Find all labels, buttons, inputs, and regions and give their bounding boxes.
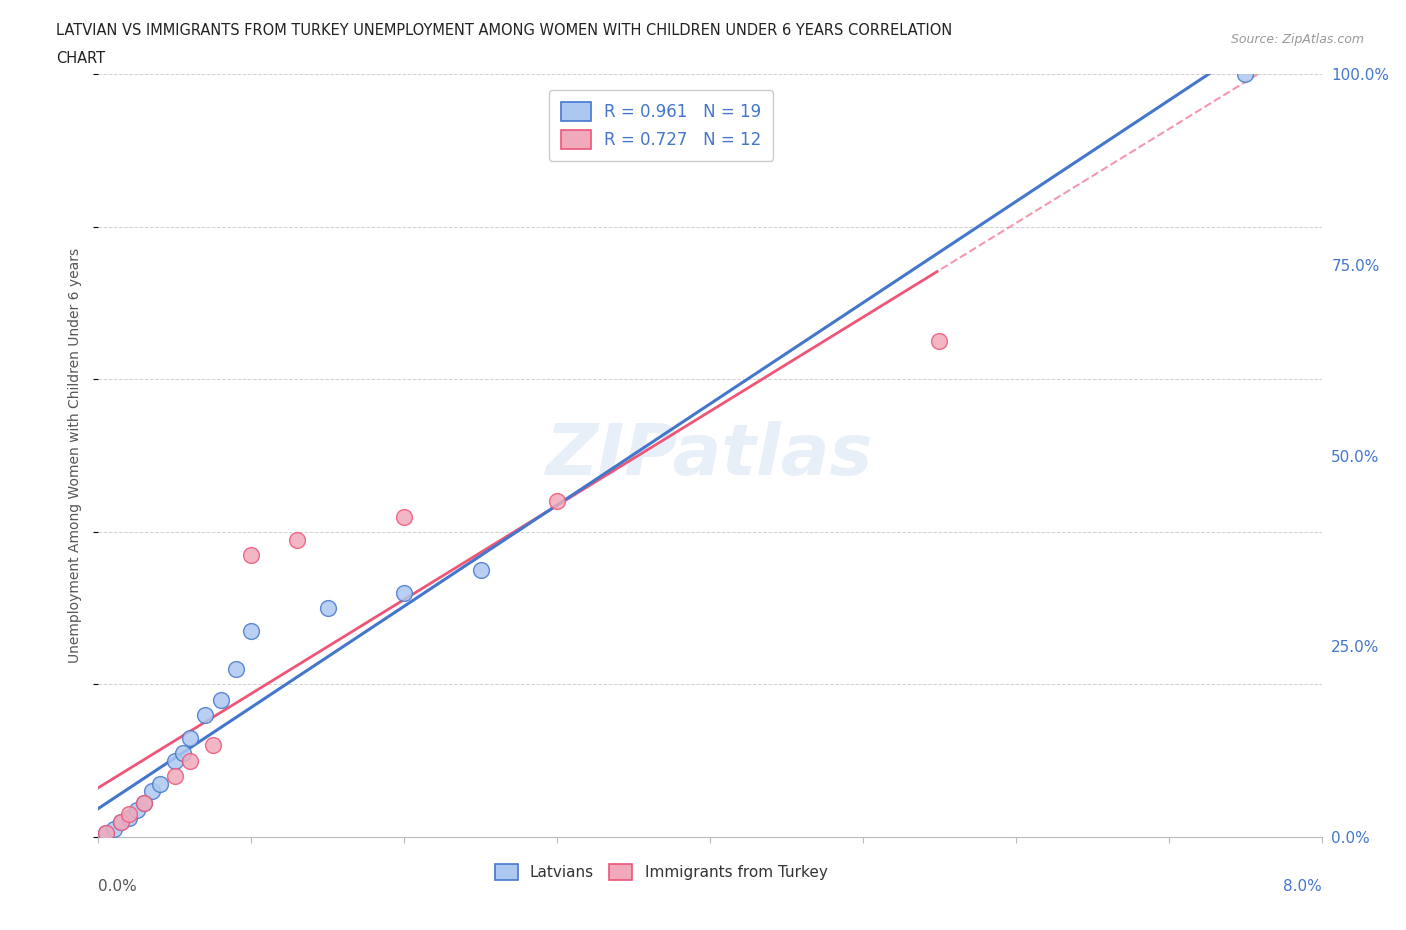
Point — [202, 738, 225, 753]
Text: Source: ZipAtlas.com: Source: ZipAtlas.com — [1230, 33, 1364, 46]
Legend: Latvians, Immigrants from Turkey: Latvians, Immigrants from Turkey — [489, 857, 834, 886]
Point — [225, 662, 247, 677]
Point — [470, 563, 492, 578]
Point — [285, 532, 308, 547]
Point — [134, 795, 156, 810]
Point — [179, 753, 201, 768]
Point — [316, 601, 339, 616]
Point — [209, 692, 232, 707]
Point — [110, 815, 132, 830]
Text: 0.0%: 0.0% — [98, 879, 138, 894]
Point — [94, 826, 117, 841]
Y-axis label: Unemployment Among Women with Children Under 6 years: Unemployment Among Women with Children U… — [69, 248, 83, 663]
Text: LATVIAN VS IMMIGRANTS FROM TURKEY UNEMPLOYMENT AMONG WOMEN WITH CHILDREN UNDER 6: LATVIAN VS IMMIGRANTS FROM TURKEY UNEMPL… — [56, 23, 952, 38]
Point — [118, 806, 141, 821]
Text: ZIPatlas: ZIPatlas — [547, 421, 873, 490]
Point — [172, 746, 194, 761]
Point — [118, 811, 141, 826]
Point — [110, 815, 132, 830]
Point — [163, 753, 186, 768]
Point — [134, 795, 156, 810]
Point — [240, 624, 263, 639]
Point — [141, 784, 163, 799]
Point — [240, 548, 263, 563]
Point — [179, 730, 201, 745]
Point — [546, 494, 568, 509]
Point — [103, 822, 125, 837]
Point — [928, 334, 950, 349]
Point — [392, 510, 416, 525]
Text: 8.0%: 8.0% — [1282, 879, 1322, 894]
Point — [125, 803, 148, 817]
Point — [163, 768, 186, 783]
Point — [194, 708, 217, 723]
Text: CHART: CHART — [56, 51, 105, 66]
Point — [149, 777, 172, 791]
Point — [1234, 67, 1257, 82]
Point — [94, 826, 117, 841]
Point — [392, 586, 416, 601]
